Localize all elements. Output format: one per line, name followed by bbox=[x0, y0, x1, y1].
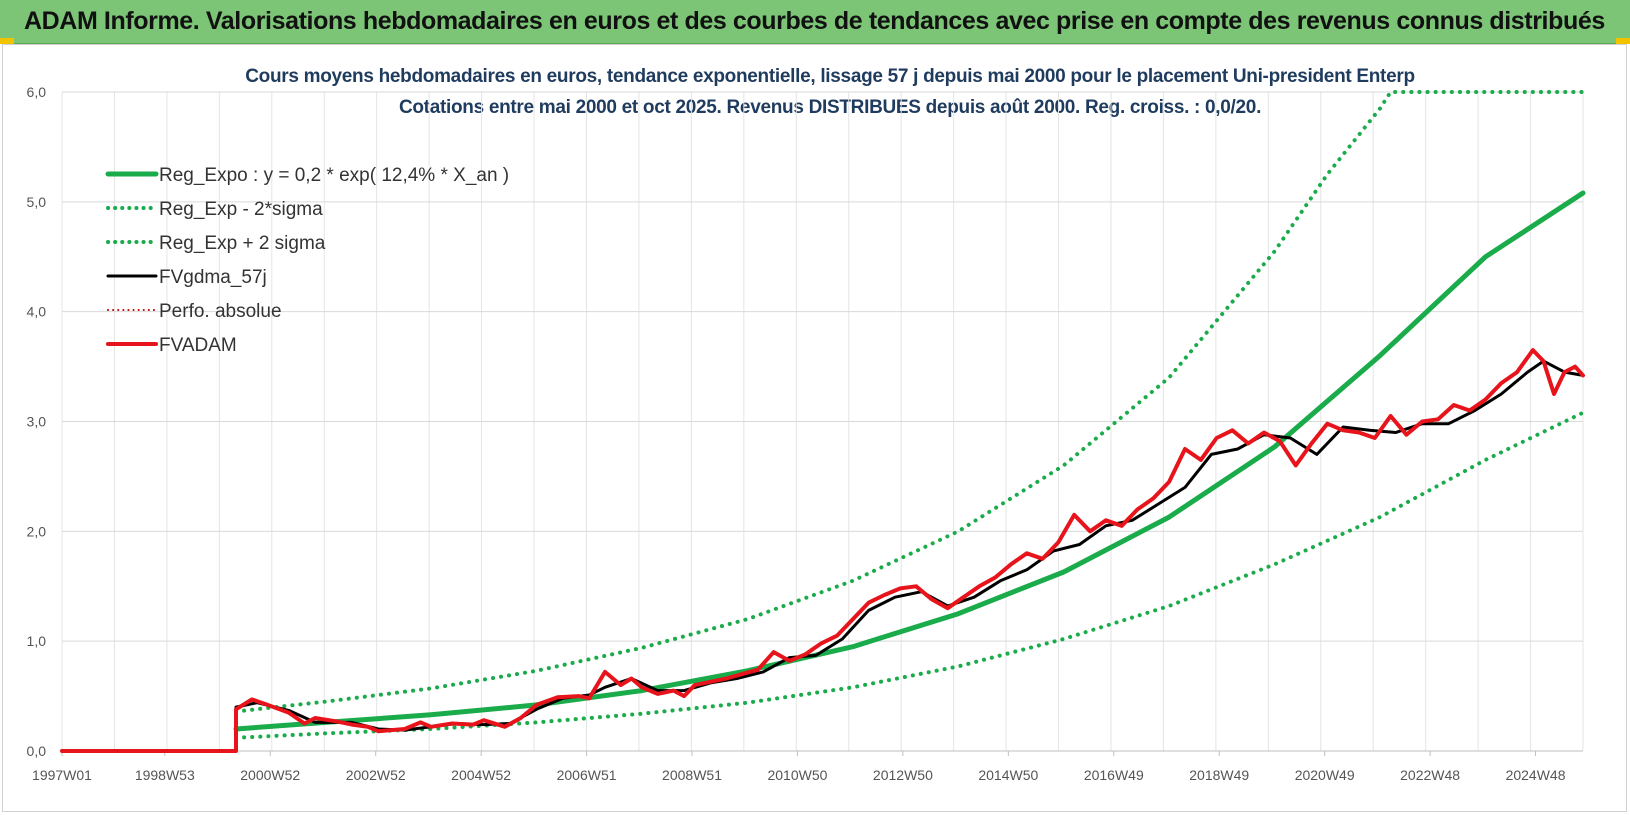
chart-subtitle: Cotations entre mai 2000 et oct 2025. Re… bbox=[398, 97, 1262, 118]
legend-label: Reg_Expo : y = 0,2 * exp( 12,4% * X_an ) bbox=[159, 165, 509, 186]
y-tick-label: 1,0 bbox=[27, 633, 47, 649]
series-layer bbox=[60, 90, 1586, 753]
legend-label: Perfo. absolue bbox=[159, 301, 282, 322]
legend-label: Reg_Exp - 2*sigma bbox=[159, 199, 323, 220]
x-tick-label: 2014W50 bbox=[978, 767, 1038, 783]
x-tick-label: 2002W52 bbox=[346, 767, 406, 783]
x-tick-label: 2022W48 bbox=[1400, 767, 1460, 783]
x-tick-label: 2008W51 bbox=[662, 767, 722, 783]
series-line-fvgdma_57j-3 bbox=[60, 359, 1585, 753]
series-line-reg_expo-0 bbox=[233, 190, 1586, 732]
y-tick-label: 4,0 bbox=[27, 304, 47, 320]
x-tick-label: 2020W49 bbox=[1295, 767, 1355, 783]
series-line-reg_exp-1 bbox=[234, 410, 1585, 740]
y-tick-label: 0,0 bbox=[27, 743, 47, 759]
x-tick-label: 2000W52 bbox=[240, 767, 300, 783]
report-banner: ADAM Informe. Valorisations hebdomadaire… bbox=[0, 0, 1630, 44]
corner-marker-right bbox=[1616, 38, 1630, 44]
chart-legend: Reg_Expo : y = 0,2 * exp( 12,4% * X_an )… bbox=[105, 165, 509, 356]
banner-title: ADAM Informe. Valorisations hebdomadaire… bbox=[24, 7, 1605, 35]
chart-title: Cours moyens hebdomadaires en euros, ten… bbox=[245, 66, 1415, 87]
legend-label: FVgdma_57j bbox=[159, 267, 267, 288]
y-tick-label: 5,0 bbox=[27, 194, 47, 210]
x-tick-label: 2024W48 bbox=[1506, 767, 1566, 783]
y-tick-label: 6,0 bbox=[27, 84, 47, 100]
x-tick-label: 2006W51 bbox=[557, 767, 617, 783]
x-tick-label: 1998W53 bbox=[135, 767, 195, 783]
x-tick-label: 2010W50 bbox=[767, 767, 827, 783]
legend-label: FVADAM bbox=[159, 335, 237, 356]
x-tick-label: 2004W52 bbox=[451, 767, 511, 783]
x-tick-label: 2012W50 bbox=[873, 767, 933, 783]
corner-marker-left bbox=[0, 38, 14, 44]
x-tick-label: 1997W01 bbox=[32, 767, 92, 783]
axis-labels: 0,0 1,0 2,0 3,0 4,0 5,0 6,0 1997W01 1998W53 2000W… bbox=[27, 84, 1566, 783]
chart-grid bbox=[61, 91, 1584, 756]
series-line-fvadam-5 bbox=[60, 348, 1585, 753]
y-tick-label: 3,0 bbox=[27, 414, 47, 430]
y-tick-label: 2,0 bbox=[27, 523, 47, 539]
chart-frame bbox=[2, 44, 1627, 812]
legend-label: Reg_Exp + 2 sigma bbox=[159, 233, 326, 254]
x-tick-label: 2016W49 bbox=[1084, 767, 1144, 783]
x-tick-label: 2018W49 bbox=[1189, 767, 1249, 783]
